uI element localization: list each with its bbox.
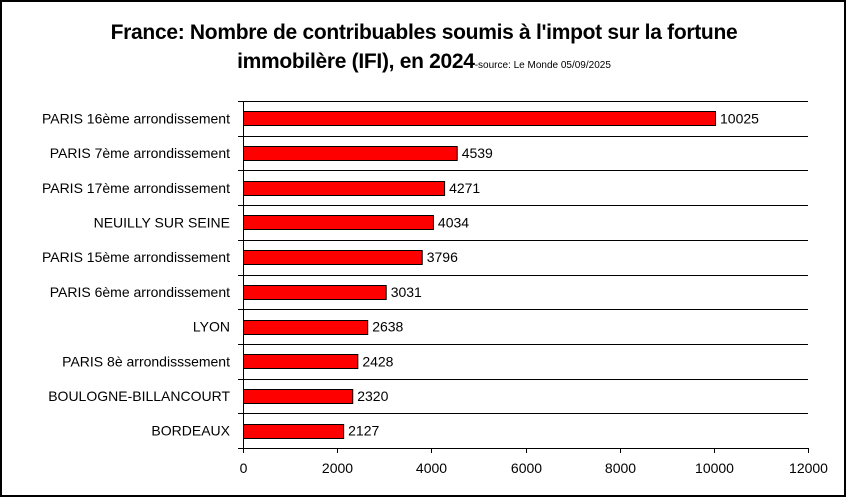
bar [243,389,354,404]
chart-title: France: Nombre de contribuables soumis à… [0,18,848,80]
data-label: 4034 [438,214,469,230]
bar [243,285,387,300]
bar [243,354,359,369]
data-label: 2320 [357,388,388,404]
data-label: 2127 [348,423,379,439]
x-tick-label: 2000 [322,460,353,476]
chart-title-line2: immobilère (IFI), en 2024-source: Le Mon… [0,47,848,80]
bar [243,146,458,161]
bar [243,320,369,335]
chart-subtitle: -source: Le Monde 05/09/2025 [474,60,611,71]
x-tick-label: 10000 [695,460,734,476]
bar [243,250,423,265]
bar [243,181,446,196]
chart-title-line1: France: Nombre de contribuables soumis à… [110,21,738,44]
gridlines [238,101,808,449]
x-tick-label: 8000 [605,460,636,476]
category-label: LYON [193,319,230,335]
category-label: PARIS 15ème arrondissement [42,249,230,265]
data-label: 3796 [427,249,458,265]
category-label: BORDEAUX [151,423,230,439]
category-labels: PARIS 16ème arrondissement PARIS 7ème arr… [42,110,231,438]
data-label: 2638 [372,319,403,335]
data-label: 4271 [449,180,480,196]
category-label: PARIS 6ème arrondissement [50,284,230,300]
x-tick-label: 0 [240,460,248,476]
bar [243,215,434,230]
bar [243,424,345,439]
chart-title-line2-text: immobilère (IFI), en 2024 [237,50,475,73]
x-tick-label: 12000 [789,460,828,476]
category-label: PARIS 17ème arrondissement [42,180,230,196]
x-tick-label: 6000 [511,460,542,476]
category-label: PARIS 7ème arrondissement [50,145,230,161]
data-label: 10025 [720,110,759,126]
category-label: PARIS 8è arrondisssement [62,353,230,369]
x-tick-label: 4000 [416,460,447,476]
category-label: NEUILLY SUR SEINE [94,214,230,230]
category-label: BOULOGNE-BILLANCOURT [48,388,230,404]
data-label: 4539 [462,145,493,161]
data-label: 3031 [391,284,422,300]
category-label: PARIS 16ème arrondissement [42,110,230,126]
bar [243,111,717,126]
x-axis: 0 2000 4000 6000 8000 10000 12000 [240,101,828,476]
data-label: 2428 [362,353,393,369]
data-labels: 10025 4539 4271 4034 3796 3031 2638 2428 2320 212… [348,110,759,438]
